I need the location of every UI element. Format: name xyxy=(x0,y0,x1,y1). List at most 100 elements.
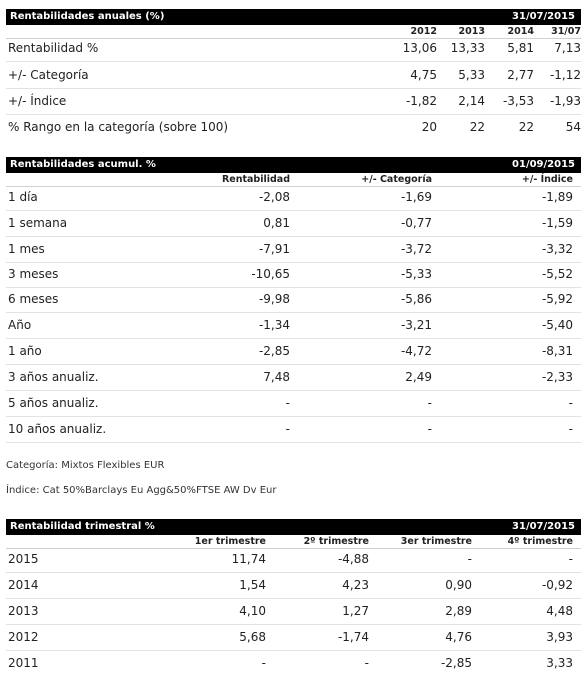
cell-value: 4,10 xyxy=(239,604,266,618)
trimestral-col-header: 4º trimestre xyxy=(507,536,573,547)
cell-value: 4,76 xyxy=(445,630,472,644)
cell-value: -2,85 xyxy=(258,344,290,358)
cell-value: -8,31 xyxy=(541,344,573,358)
cell-value: -2,08 xyxy=(258,190,290,204)
cell-value: -1,59 xyxy=(541,216,573,230)
table-row: 2013 4,10 1,27 2,89 4,48 xyxy=(6,598,581,625)
anuales-title-bar: Rentabilidades anuales (%) 31/07/2015 xyxy=(6,9,581,25)
cell-value: 3,93 xyxy=(546,630,573,644)
table-row: 2015 11,74 -4,88 - - xyxy=(6,546,581,573)
cell-value: 4,23 xyxy=(342,578,369,592)
cell-value: - xyxy=(285,396,290,410)
cell-value: -2,85 xyxy=(440,656,472,670)
table-row: 3 meses -10,65 -5,33 -5,52 xyxy=(6,261,581,288)
cell-value: - xyxy=(285,422,290,436)
acumul-col-header: Rentabilidad xyxy=(221,174,290,185)
row-label: 1 semana xyxy=(8,216,68,230)
cell-value: 22 xyxy=(469,120,485,134)
cell-value: -1,89 xyxy=(541,190,573,204)
row-label: 10 años anualiz. xyxy=(8,422,107,436)
anuales-title: Rentabilidades anuales (%) xyxy=(10,11,165,22)
cell-value: -3,53 xyxy=(502,94,534,108)
anuales-date: 31/07/2015 xyxy=(512,11,575,22)
cell-value: -10,65 xyxy=(251,267,290,281)
cell-value: 4,48 xyxy=(546,604,573,618)
cell-value: 5,81 xyxy=(507,41,534,55)
cell-value: 22 xyxy=(518,120,534,134)
row-label: +/- Categoría xyxy=(8,68,89,82)
cell-value: -1,82 xyxy=(405,94,437,108)
row-label: Año xyxy=(8,318,32,332)
table-row: +/- Categoría 4,75 5,33 2,77 -1,12 xyxy=(6,62,581,89)
acumul-date: 01/09/2015 xyxy=(512,159,575,170)
cell-value: - xyxy=(568,552,573,566)
row-label: 6 meses xyxy=(8,292,59,306)
row-label: 2011 xyxy=(8,656,39,670)
table-row: 1 día -2,08 -1,69 -1,89 xyxy=(6,184,581,211)
row-label: +/- Índice xyxy=(8,94,67,108)
cell-value: - xyxy=(364,656,369,670)
cell-value: -5,86 xyxy=(400,292,432,306)
cell-value: -7,91 xyxy=(258,242,290,256)
row-label: 3 años anualiz. xyxy=(8,370,99,384)
trimestral-title: Rentabilidad trimestral % xyxy=(10,521,155,532)
cell-value: -1,12 xyxy=(549,68,581,82)
cell-value: - xyxy=(568,422,573,436)
row-label: % Rango en la categoría (sobre 100) xyxy=(8,120,229,134)
cell-value: 11,74 xyxy=(231,552,266,566)
acumul-col-header: +/- Categoría xyxy=(361,174,432,185)
row-label: 3 meses xyxy=(8,267,59,281)
cell-value: 2,49 xyxy=(405,370,432,384)
acumul-title: Rentabilidades acumul. % xyxy=(10,159,156,170)
cell-value: - xyxy=(427,422,432,436)
trimestral-date: 31/07/2015 xyxy=(512,521,575,532)
cell-value: 20 xyxy=(421,120,437,134)
cell-value: -1,93 xyxy=(549,94,581,108)
cell-value: 3,33 xyxy=(546,656,573,670)
cell-value: -9,98 xyxy=(258,292,290,306)
table-row: Rentabilidad % 13,06 13,33 5,81 7,13 xyxy=(6,35,581,62)
indice-note: Índice: Cat 50%Barclays Eu Agg&50%FTSE A… xyxy=(6,485,277,496)
cell-value: 7,13 xyxy=(554,41,581,55)
cell-value: -1,69 xyxy=(400,190,432,204)
cell-value: -1,34 xyxy=(258,318,290,332)
cell-value: 7,48 xyxy=(263,370,290,384)
cell-value: - xyxy=(427,396,432,410)
trimestral-header: 1er trimestre 2º trimestre 3er trimestre… xyxy=(6,536,581,549)
cell-value: - xyxy=(261,656,266,670)
cell-value: 0,81 xyxy=(263,216,290,230)
row-label: 2014 xyxy=(8,578,39,592)
table-row: 1 mes -7,91 -3,72 -3,32 xyxy=(6,236,581,263)
trimestral-col-header: 3er trimestre xyxy=(400,536,472,547)
cell-value: -3,72 xyxy=(400,242,432,256)
anuales-col-header: 2013 xyxy=(458,26,485,37)
cell-value: -0,92 xyxy=(541,578,573,592)
row-label: 1 mes xyxy=(8,242,45,256)
trimestral-col-header: 2º trimestre xyxy=(303,536,369,547)
cell-value: -4,72 xyxy=(400,344,432,358)
table-row: 3 años anualiz. 7,48 2,49 -2,33 xyxy=(6,364,581,391)
cell-value: -5,40 xyxy=(541,318,573,332)
cell-value: 1,54 xyxy=(239,578,266,592)
row-label: 1 día xyxy=(8,190,38,204)
table-row: 2011 - - -2,85 3,33 xyxy=(6,650,581,672)
cell-value: 54 xyxy=(565,120,581,134)
trimestral-col-header: 1er trimestre xyxy=(194,536,266,547)
acumul-title-bar: Rentabilidades acumul. % 01/09/2015 xyxy=(6,157,581,173)
row-label: 2013 xyxy=(8,604,39,618)
row-label: Rentabilidad % xyxy=(8,41,99,55)
table-row: 6 meses -9,98 -5,86 -5,92 xyxy=(6,286,581,313)
cell-value: 0,90 xyxy=(445,578,472,592)
anuales-col-header: 2012 xyxy=(410,26,437,37)
cell-value: - xyxy=(467,552,472,566)
cell-value: 2,89 xyxy=(445,604,472,618)
cell-value: 2,77 xyxy=(507,68,534,82)
cell-value: -1,74 xyxy=(337,630,369,644)
row-label: 5 años anualiz. xyxy=(8,396,99,410)
cell-value: -5,33 xyxy=(400,267,432,281)
table-row: 5 años anualiz. - - - xyxy=(6,390,581,417)
table-row: Año -1,34 -3,21 -5,40 xyxy=(6,312,581,339)
trimestral-title-bar: Rentabilidad trimestral % 31/07/2015 xyxy=(6,519,581,535)
anuales-col-header: 31/07 xyxy=(551,26,581,37)
cell-value: -4,88 xyxy=(337,552,369,566)
